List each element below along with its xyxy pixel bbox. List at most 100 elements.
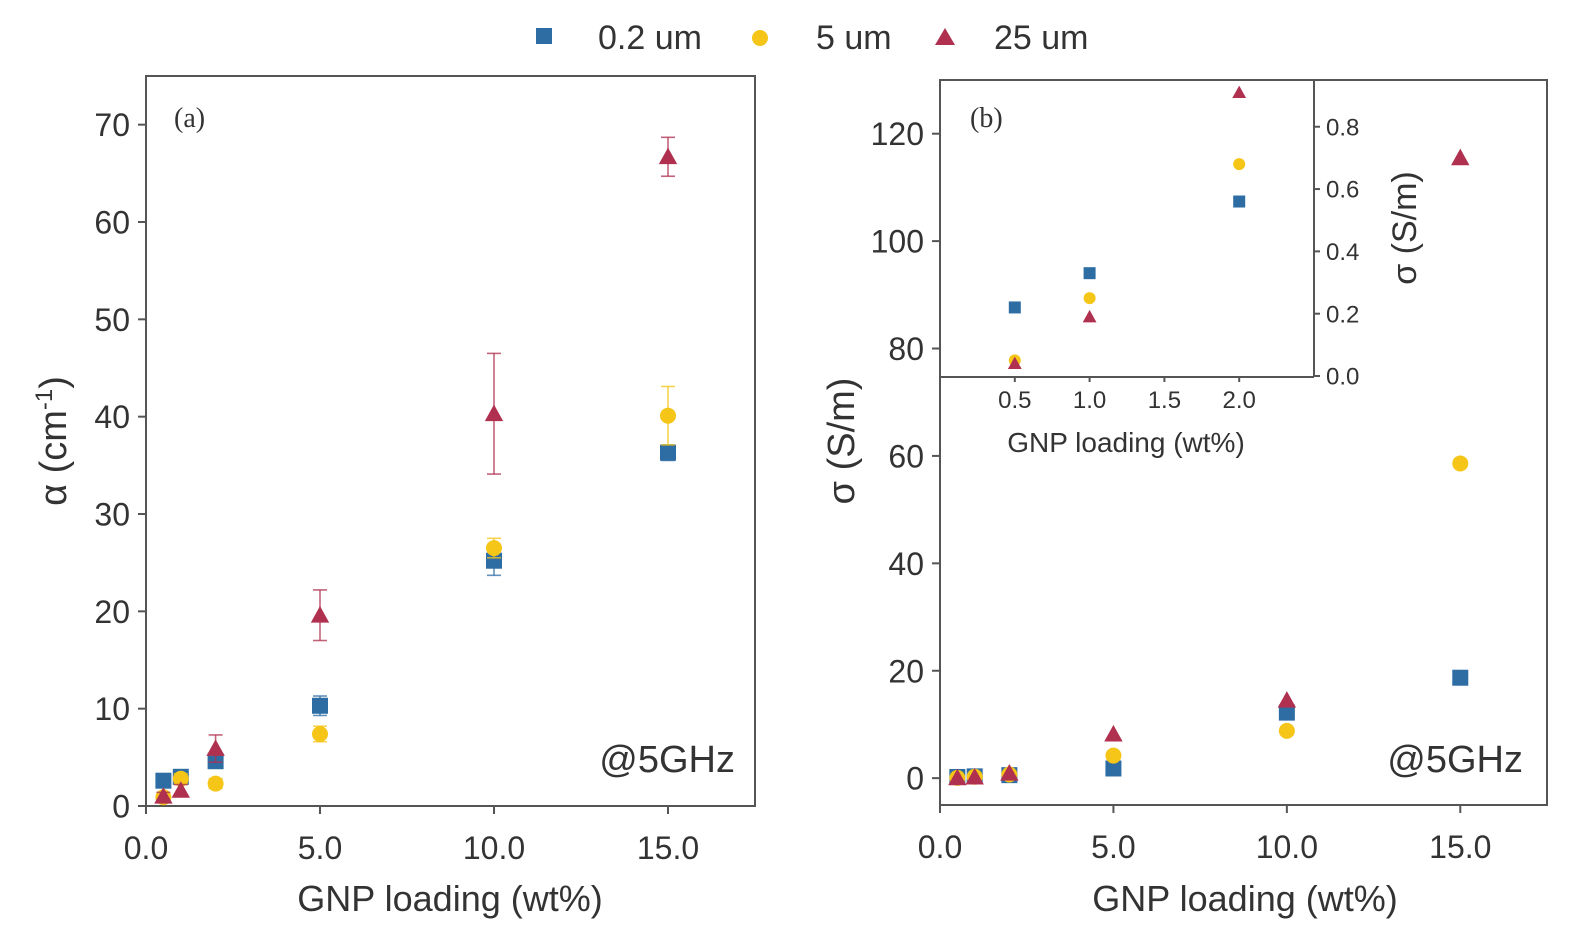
panel-a-point-25um: [484, 404, 504, 422]
panel-a: 0.0 5.0 10.0 15.0 0 10 20 30 40 50 60 70 (a) @5GHz…: [31, 75, 756, 919]
panel-a-point-0.2um: [486, 552, 502, 569]
panel-a-point-5um: [207, 775, 224, 792]
inset-point-25um: [1232, 85, 1247, 98]
panel-a-point-0.2um: [155, 772, 172, 789]
plot-frame-a: [145, 75, 756, 807]
panel-a-point-5um: [172, 770, 189, 787]
x-ticks-b: 0.0 5.0 10.0 15.0: [918, 805, 1491, 865]
panel-b-point-5um: [1278, 722, 1295, 739]
panel-b-y-tick-label: 120: [871, 116, 924, 152]
panel-a-point-25um: [154, 787, 173, 804]
inset-point-0.2um: [1083, 267, 1096, 280]
y-axis-label-a-sup: -1: [31, 389, 58, 410]
panel-label-a: (a): [174, 103, 205, 134]
legend: 0.2 um 5 um 25 um: [536, 19, 1089, 57]
panel-b-y-tick-label: 20: [888, 653, 924, 689]
panel-a-point-25um: [171, 781, 190, 798]
legend-marker-0.2um: [536, 28, 552, 44]
y-axis-label-a-main: α (cm: [33, 410, 75, 506]
inset-y-tick-label: 0.8: [1326, 114, 1359, 141]
panel-b-x-tick-label: 15.0: [1429, 829, 1491, 865]
panel-a-y-tick-label: 30: [94, 497, 130, 533]
panel-b-point-25um: [1104, 724, 1123, 742]
panel-a-x-tick-label: 5.0: [298, 830, 342, 866]
annotation-a: @5GHz: [599, 739, 735, 781]
y-axis-label-b: σ (S/m): [821, 378, 863, 505]
legend-label-0.2um: 0.2 um: [598, 19, 702, 57]
y-axis-label-inset: σ (S/m): [1386, 171, 1424, 285]
inset-point-25um: [1007, 356, 1022, 370]
panel-a-y-tick-label: 20: [94, 594, 130, 630]
inset-x-tick-label: 1.0: [1073, 387, 1106, 414]
inset-y-tick-label: 0.4: [1326, 239, 1359, 266]
panel-a-x-tick-label: 0.0: [124, 830, 168, 866]
inset-point-5um: [1233, 158, 1246, 171]
y-ticks-b: 0 20 40 60 80 100 120: [871, 116, 940, 797]
panel-b-y-tick-label: 40: [888, 546, 924, 582]
panel-label-b: (b): [970, 103, 1003, 134]
panel-b-point-25um: [1277, 691, 1297, 708]
points-b: [948, 148, 1470, 786]
panel-b-point-25um: [965, 767, 984, 785]
panel-a-x-tick-label: 15.0: [637, 830, 699, 866]
x-ticks-inset: 0.5 1.0 1.5 2.0: [998, 376, 1256, 414]
panel-b-point-25um: [948, 768, 967, 786]
panel-a-y-tick-label: 10: [94, 691, 130, 727]
panel-a-point-25um: [310, 606, 330, 623]
legend-label-25um: 25 um: [994, 19, 1089, 57]
annotation-b: @5GHz: [1387, 739, 1523, 781]
panel-b-y-tick-label: 100: [871, 224, 924, 260]
inset-x-tick-label: 2.0: [1223, 387, 1256, 414]
y-ticks-a: 0 10 20 30 40 50 60 70: [94, 107, 146, 825]
panel-b-y-tick-label: 0: [906, 761, 924, 797]
panel-a-x-tick-label: 10.0: [463, 830, 525, 866]
panel-b-point-0.2um: [1278, 704, 1295, 721]
inset-x-tick-label: 0.5: [998, 387, 1031, 414]
panel-b-x-tick-label: 5.0: [1091, 829, 1135, 865]
panel-a-point-0.2um: [312, 697, 328, 714]
panel-a-point-25um: [206, 739, 225, 756]
inset-point-0.2um: [1233, 195, 1246, 208]
panel-b: 0.0 5.0 10.0 15.0 0 20 40 60 80 100 120 @5GHz GNP…: [821, 79, 1548, 919]
points-a: [154, 136, 678, 806]
plot-frame-b: [939, 79, 1548, 806]
panel-a-point-0.2um: [660, 444, 676, 461]
panel-a-point-5um: [312, 725, 328, 742]
x-axis-label-inset: GNP loading (wt%): [1007, 427, 1245, 458]
y-ticks-inset: 0.0 0.2 0.4 0.6 0.8: [1314, 114, 1359, 391]
inset-point-5um: [1083, 292, 1096, 305]
panel-a-y-tick-label: 70: [94, 107, 130, 143]
legend-marker-25um: [935, 28, 955, 45]
panel-b-x-tick-label: 10.0: [1256, 829, 1318, 865]
panel-b-point-25um: [1451, 148, 1470, 166]
panel-a-point-25um: [658, 147, 678, 165]
panel-b-x-tick-label: 0.0: [918, 829, 962, 865]
panel-b-point-0.2um: [1452, 669, 1469, 686]
y-axis-label-a: α (cm-1): [31, 376, 75, 506]
legend-label-5um: 5 um: [816, 19, 892, 57]
points-inset: [1007, 85, 1247, 370]
panel-b-point-25um: [1000, 764, 1019, 781]
panel-b-point-5um: [1452, 455, 1469, 472]
panel-a-y-tick-label: 60: [94, 205, 130, 241]
panel-a-y-tick-label: 40: [94, 399, 130, 435]
x-ticks-a: 0.0 5.0 10.0 15.0: [124, 806, 699, 866]
inset-y-tick-label: 0.2: [1326, 301, 1359, 328]
inset-y-tick-label: 0.6: [1326, 177, 1359, 204]
x-axis-label-a: GNP loading (wt%): [297, 878, 602, 919]
panel-b-y-tick-label: 60: [888, 438, 924, 474]
panel-a-point-5um: [486, 540, 502, 557]
panel-a-y-tick-label: 50: [94, 302, 130, 338]
legend-marker-5um: [752, 30, 768, 46]
panel-b-point-0.2um: [1105, 760, 1122, 777]
x-axis-label-b: GNP loading (wt%): [1092, 878, 1397, 919]
panel-b-y-tick-label: 80: [888, 331, 924, 367]
inset-point-0.2um: [1008, 301, 1021, 314]
inset-point-25um: [1082, 309, 1097, 323]
inset-x-tick-label: 1.5: [1148, 387, 1181, 414]
panel-a-point-5um: [660, 407, 676, 424]
inset-b: 0.5 1.0 1.5 2.0 0.0 0.2 0.4 0.6 0.8 (b) GNP loa…: [939, 80, 1424, 458]
panel-b-point-5um: [1105, 747, 1122, 764]
panel-a-y-tick-label: 0: [112, 789, 130, 825]
